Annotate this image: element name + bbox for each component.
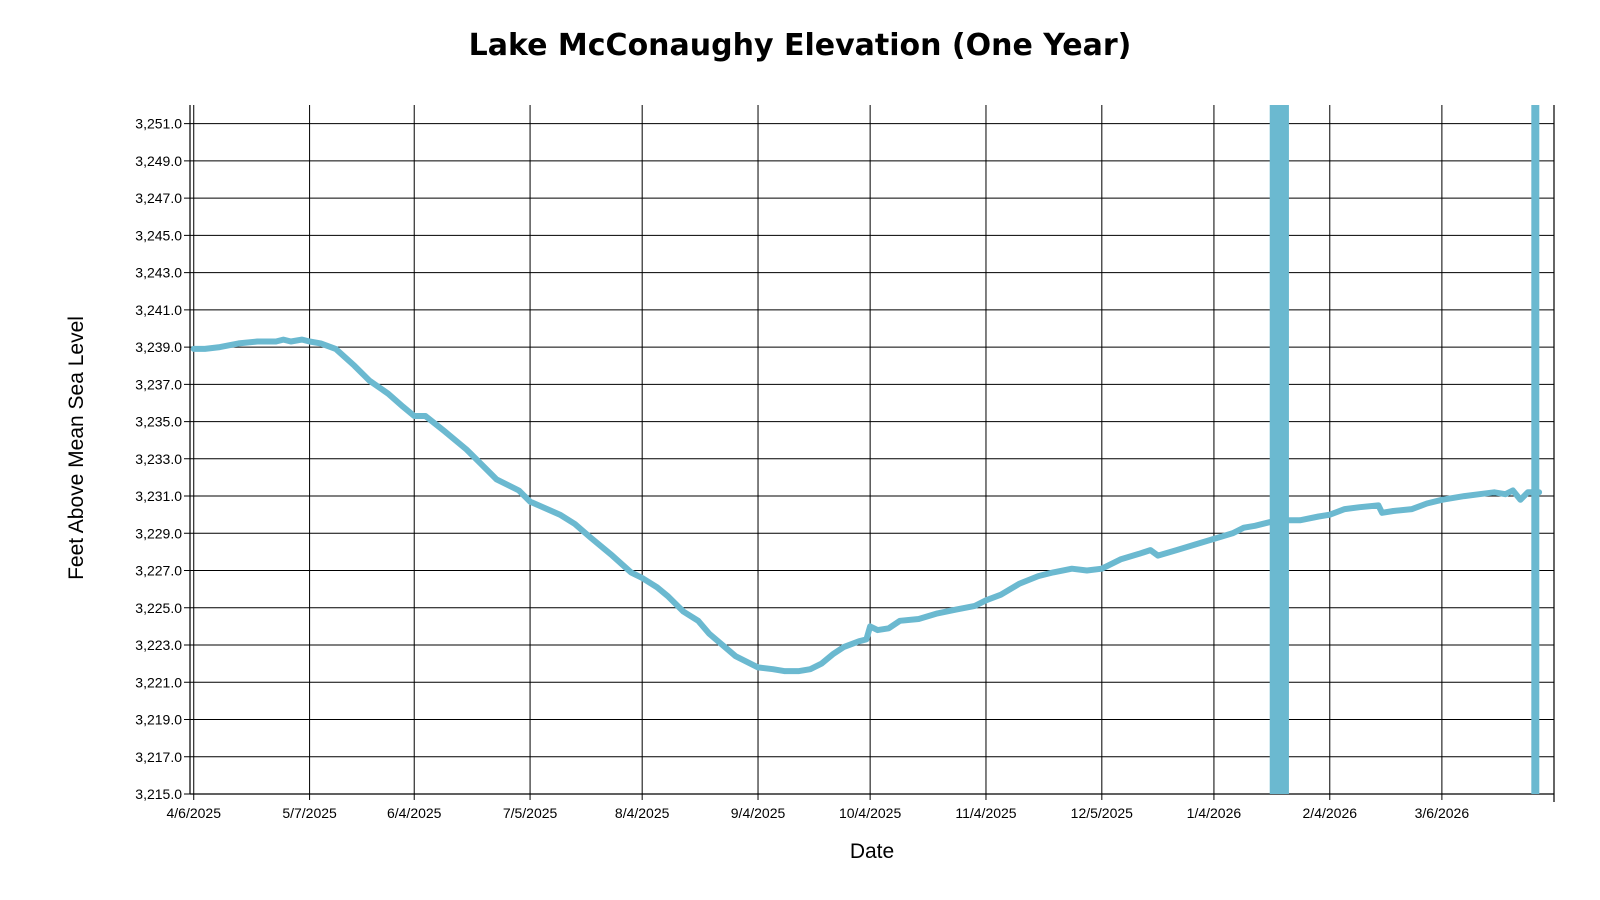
y-tick-label: 3,231.0 — [135, 488, 182, 504]
x-tick-label: 10/4/2025 — [839, 805, 901, 821]
y-tick-label: 3,245.0 — [135, 227, 182, 243]
x-tick-label: 11/4/2025 — [955, 805, 1016, 821]
y-tick-label: 3,223.0 — [135, 637, 182, 653]
y-tick-label: 3,237.0 — [135, 376, 182, 392]
x-tick-label: 2/4/2026 — [1303, 805, 1358, 821]
y-tick-label: 3,225.0 — [135, 600, 182, 616]
y-tick-label: 3,239.0 — [135, 339, 182, 355]
y-tick-label: 3,217.0 — [135, 749, 182, 765]
y-tick-label: 3,215.0 — [135, 786, 182, 802]
y-tick-label: 3,243.0 — [135, 265, 182, 281]
y-tick-label: 3,229.0 — [135, 525, 182, 541]
x-tick-label: 3/6/2026 — [1415, 805, 1470, 821]
x-tick-label: 8/4/2025 — [615, 805, 670, 821]
y-tick-label: 3,247.0 — [135, 190, 182, 206]
x-tick-label: 7/5/2025 — [503, 805, 558, 821]
x-tick-label: 5/7/2025 — [282, 805, 337, 821]
y-tick-label: 3,249.0 — [135, 153, 182, 169]
series-layer — [190, 105, 1543, 794]
y-tick-label: 3,221.0 — [135, 674, 182, 690]
x-tick-label: 1/4/2026 — [1187, 805, 1242, 821]
x-tick-label: 12/5/2025 — [1071, 805, 1133, 821]
y-tick-label: 3,227.0 — [135, 563, 182, 579]
y-tick-label: 3,235.0 — [135, 414, 182, 430]
chart-title: Lake McConaughy Elevation (One Year) — [468, 28, 1132, 63]
x-tick-label: 4/6/2025 — [166, 805, 221, 821]
y-tick-label: 3,219.0 — [135, 712, 182, 728]
label-layer: Date Feet Above Mean Sea Level — [65, 316, 894, 863]
x-axis-label: Date — [850, 840, 894, 863]
x-tick-label: 6/4/2025 — [387, 805, 442, 821]
y-tick-label: 3,241.0 — [135, 302, 182, 318]
x-tick-label: 9/4/2025 — [731, 805, 786, 821]
y-tick-label: 3,233.0 — [135, 451, 182, 467]
grid-layer — [184, 105, 1554, 800]
y-tick-label: 3,251.0 — [135, 116, 182, 132]
elevation-line — [190, 336, 1543, 675]
axis-layer: 3,215.0 3,217.0 3,219.0 3,221.0 3,223.0 3,225… — [135, 105, 1555, 821]
y-axis-label: Feet Above Mean Sea Level — [65, 316, 88, 580]
